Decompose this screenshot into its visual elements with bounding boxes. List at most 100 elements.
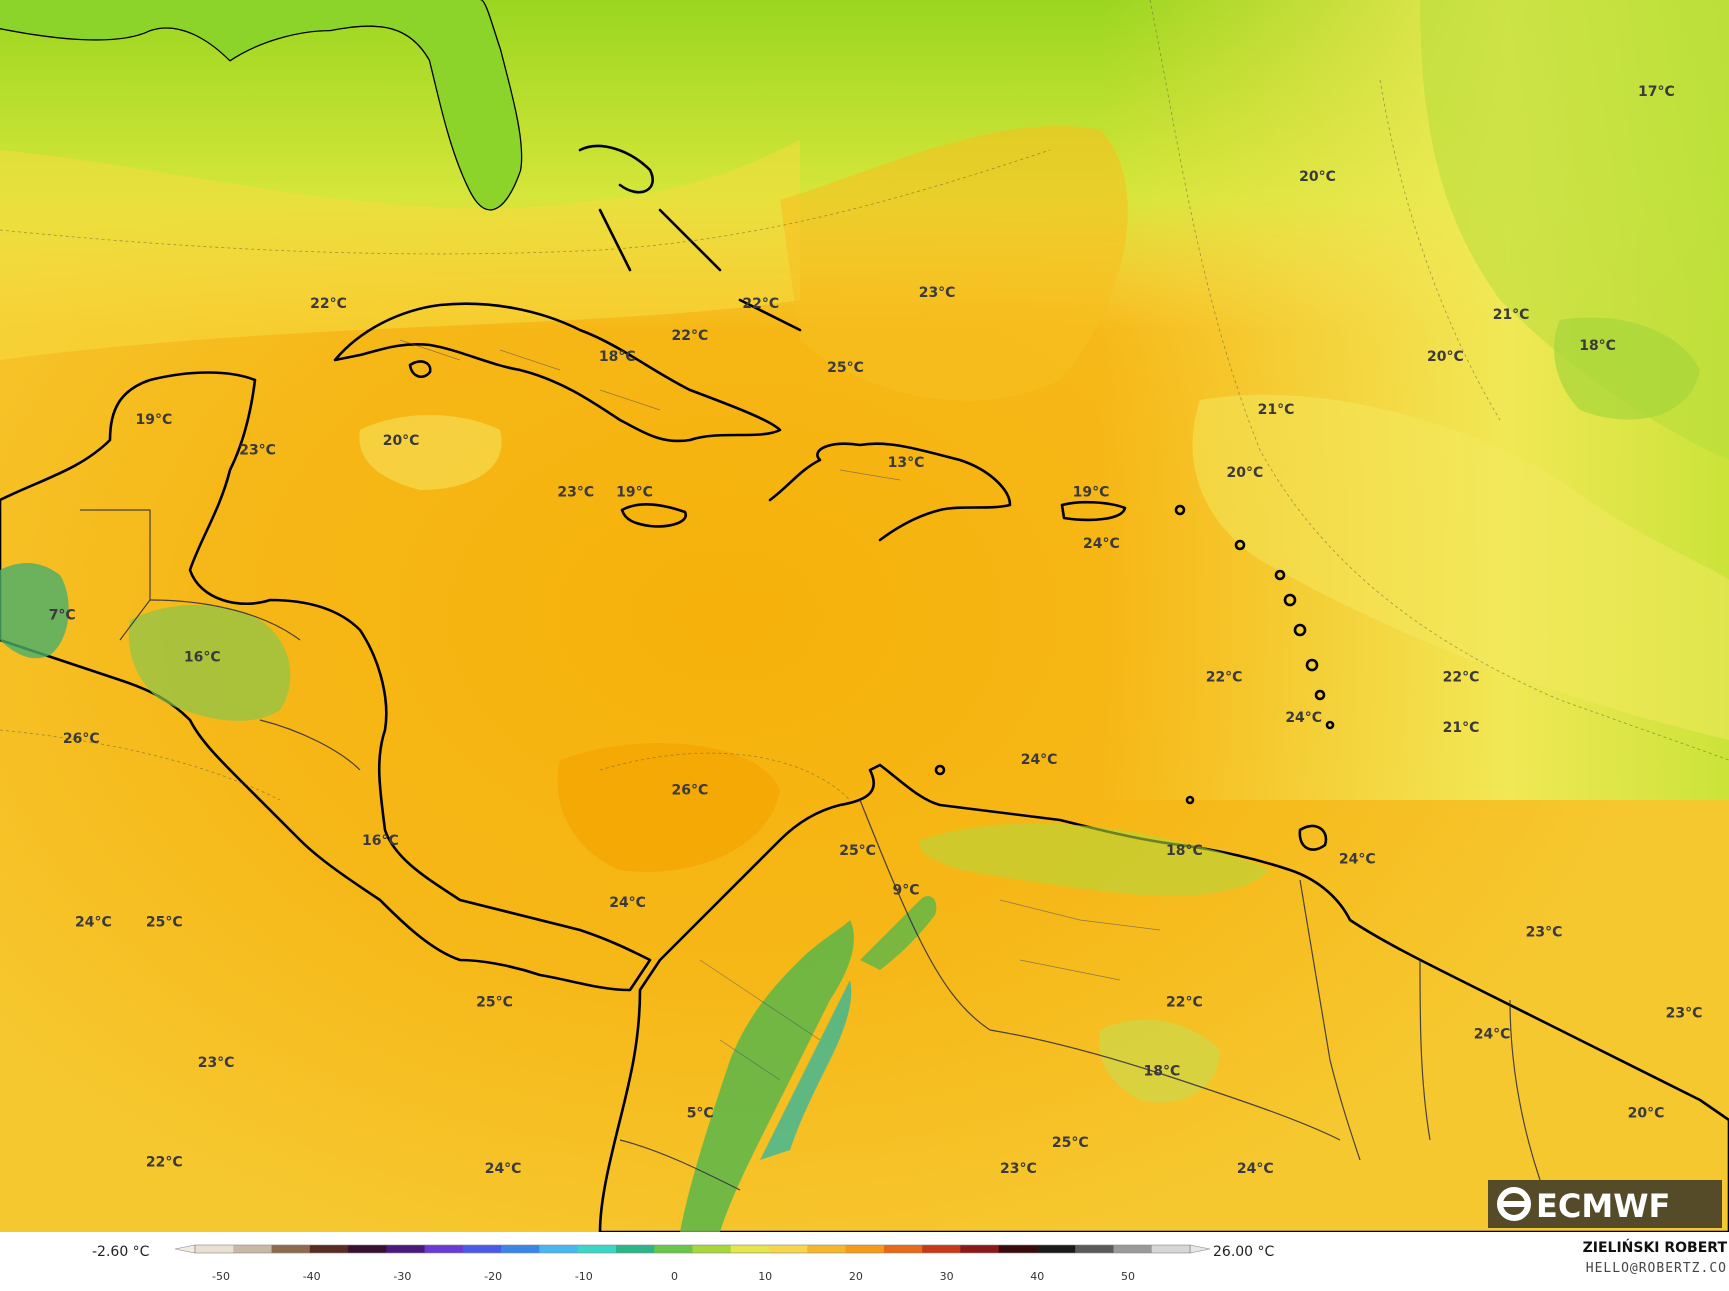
colorbar-tick-label: -40: [303, 1270, 321, 1283]
ecmwf-logo: ECMWF: [1488, 1180, 1722, 1228]
colorbar-tick-label: -50: [212, 1270, 230, 1283]
logo-text: ECMWF: [1536, 1187, 1670, 1225]
temperature-label: 24°C: [1474, 1027, 1511, 1043]
credit-name: ZIELIŃSKI ROBERT: [1583, 1238, 1728, 1256]
temperature-label: 16°C: [362, 833, 399, 849]
colorbar-max-label: 26.00 °C: [1213, 1244, 1275, 1260]
colorbar-tick-label: -20: [484, 1270, 502, 1283]
colorbar-segment: [654, 1245, 693, 1253]
map-canvas: 17°C 20°C 23°C 22°C 22°C 22°C 21°C 18°C 20°C 18°C…: [0, 0, 1729, 1232]
temperature-label: 9°C: [892, 882, 919, 898]
temperature-label: 24°C: [1237, 1161, 1274, 1177]
colorbar-tick-label: 40: [1030, 1270, 1044, 1283]
colorbar-min-label: -2.60 °C: [92, 1244, 150, 1260]
temperature-label: 5°C: [687, 1105, 714, 1121]
colorbar-segment: [310, 1245, 349, 1253]
temperature-label: 25°C: [476, 995, 513, 1011]
colorbar-segment: [616, 1245, 655, 1253]
colorbar-right-arrow: [1190, 1245, 1210, 1253]
temperature-label: 20°C: [1227, 465, 1264, 481]
temperature-label: 20°C: [1628, 1105, 1665, 1121]
temperature-label: 24°C: [609, 895, 646, 911]
temperature-label: 22°C: [1206, 669, 1243, 685]
colorbar-segment: [999, 1245, 1038, 1253]
colorbar-segment: [884, 1245, 923, 1253]
temperature-label: 21°C: [1258, 402, 1295, 418]
colorbar-segment: [578, 1245, 617, 1253]
temperature-label: 20°C: [383, 433, 420, 449]
temperature-label: 24°C: [485, 1161, 522, 1177]
colorbar-segment: [1037, 1245, 1076, 1253]
temperature-label: 18°C: [1166, 843, 1203, 859]
temperature-label: 25°C: [839, 843, 876, 859]
colorbar-segment: [463, 1245, 502, 1253]
temperature-label: 25°C: [827, 360, 864, 376]
logo-bar: [1502, 1201, 1528, 1207]
colorbar-segment: [386, 1245, 425, 1253]
temperature-label: 7°C: [49, 608, 76, 624]
colorbar-tick-label: 30: [940, 1270, 954, 1283]
colorbar-tick-label: 20: [849, 1270, 863, 1283]
temperature-label: 22°C: [672, 328, 709, 344]
colorbar-segment: [731, 1245, 770, 1253]
temperature-label: 23°C: [239, 443, 276, 459]
colorbar-segment: [922, 1245, 961, 1253]
colorbar-segment: [272, 1245, 311, 1253]
colorbar-segment: [1113, 1245, 1152, 1253]
colorbar-segment: [1152, 1245, 1191, 1253]
colorbar-tick-label: 50: [1121, 1270, 1135, 1283]
temperature-label: 24°C: [75, 915, 112, 931]
colorbar-segment: [1075, 1245, 1114, 1253]
temperature-label: 24°C: [1339, 852, 1376, 868]
temperature-label: 22°C: [1443, 669, 1480, 685]
temperature-label: 22°C: [742, 296, 779, 312]
temperature-label: 18°C: [599, 349, 636, 365]
temperature-label: 23°C: [1526, 924, 1563, 940]
colorbar-tick-label: -10: [575, 1270, 593, 1283]
colorbar-segment: [960, 1245, 999, 1253]
temperature-label: 20°C: [1299, 169, 1336, 185]
colorbar-segment: [693, 1245, 732, 1253]
colorbar-segment: [807, 1245, 846, 1253]
temperature-label: 19°C: [136, 412, 173, 428]
temperature-label: 23°C: [919, 285, 956, 301]
temperature-label: 19°C: [1073, 485, 1110, 501]
ecmwf-logo-mark: ECMWF: [1488, 1180, 1722, 1228]
colorbar-tick-label: 0: [671, 1270, 678, 1283]
colorbar-segment: [769, 1245, 808, 1253]
temperature-label: 25°C: [146, 915, 183, 931]
colorbar-segment: [539, 1245, 578, 1253]
colorbar-segment: [348, 1245, 387, 1253]
temperature-label: 23°C: [198, 1055, 235, 1071]
temperature-label: 24°C: [1021, 752, 1058, 768]
temperature-label: 22°C: [310, 296, 347, 312]
colorbar-segment: [846, 1245, 885, 1253]
temperature-label: 24°C: [1083, 536, 1120, 552]
temperature-label: 16°C: [184, 650, 221, 666]
colorbar-segment: [425, 1245, 464, 1253]
temperature-label: 21°C: [1443, 720, 1480, 736]
colorbar-segment: [501, 1245, 540, 1253]
temperature-label: 25°C: [1052, 1135, 1089, 1151]
temperature-label: 17°C: [1638, 84, 1675, 100]
colorbar-segment: [195, 1245, 234, 1253]
temperature-label: 20°C: [1427, 349, 1464, 365]
temperature-label: 21°C: [1493, 307, 1530, 323]
colorbar-segment: [233, 1245, 272, 1253]
temperature-label: 23°C: [557, 485, 594, 501]
temperature-label: 26°C: [672, 783, 709, 799]
colorbar-segments: [175, 1245, 1210, 1253]
temperature-label: 18°C: [1144, 1064, 1181, 1080]
temperature-label: 22°C: [146, 1155, 183, 1171]
temperature-label: 23°C: [1666, 1006, 1703, 1022]
temperature-label: 22°C: [1166, 995, 1203, 1011]
colorbar-tick-label: 10: [758, 1270, 772, 1283]
temperature-label: 19°C: [616, 485, 653, 501]
temperature-label: 26°C: [63, 731, 100, 747]
temperature-map: 17°C 20°C 23°C 22°C 22°C 22°C 21°C 18°C 20°C 18°C…: [0, 0, 1729, 1232]
temperature-label: 23°C: [1000, 1161, 1037, 1177]
temperature-label: 18°C: [1579, 338, 1616, 354]
